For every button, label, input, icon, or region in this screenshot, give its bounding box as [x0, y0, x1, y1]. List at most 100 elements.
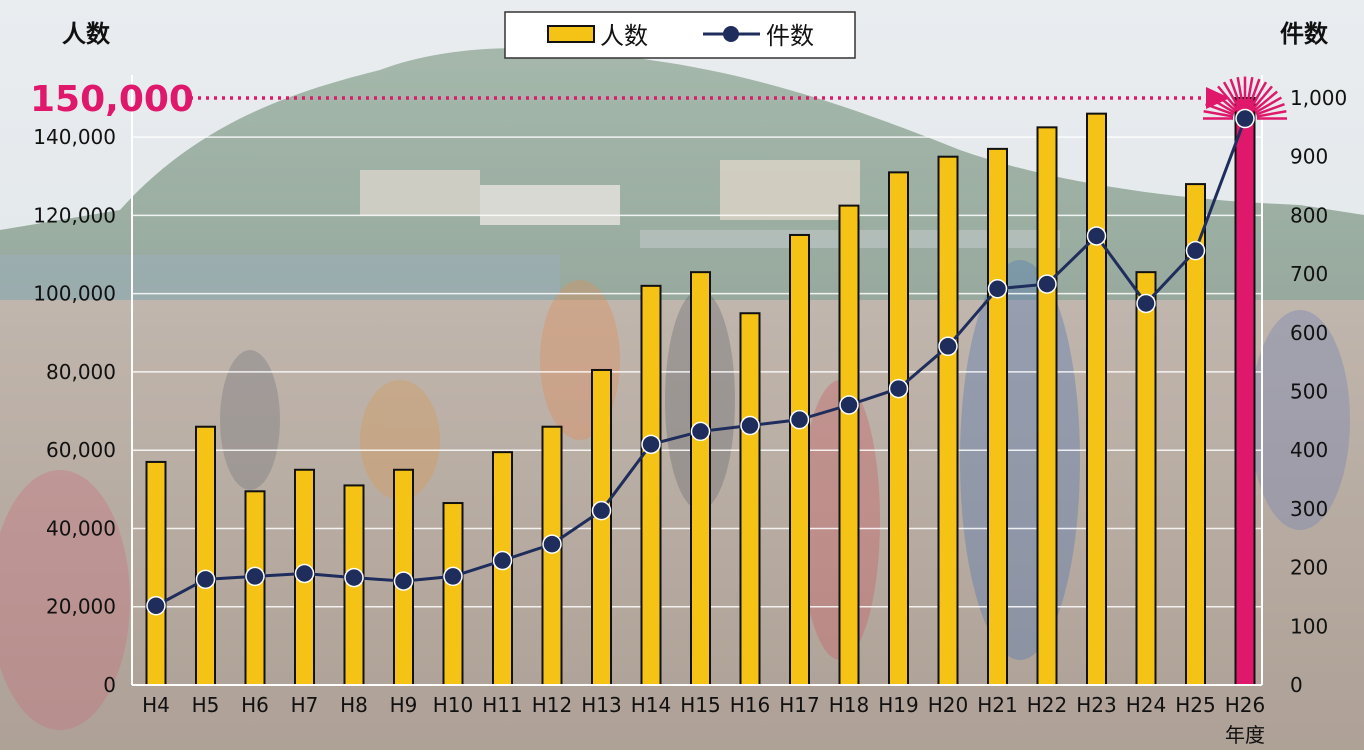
- left-tick-label: 100,000: [33, 282, 116, 306]
- bar: [937, 155, 959, 686]
- annotation: 150,000: [30, 76, 1287, 120]
- right-tick-label: 300: [1290, 497, 1328, 521]
- line-point: [789, 409, 810, 430]
- right-tick-label: 400: [1290, 438, 1328, 462]
- highlight-ray: [1236, 76, 1245, 107]
- line-point: [1235, 108, 1255, 129]
- highlight-ray: [1222, 81, 1241, 109]
- line-point: [443, 566, 463, 587]
- line-point: [245, 566, 265, 587]
- bar: [987, 147, 1008, 686]
- left-tick-label: 60,000: [46, 438, 116, 462]
- legend-line-marker: [723, 26, 739, 42]
- x-tick-label: H13: [581, 693, 622, 717]
- x-tick-label: H21: [977, 693, 1018, 717]
- x-tick-label: H9: [390, 693, 418, 717]
- x-tick-label: H23: [1076, 693, 1117, 717]
- annotation-arrowhead: [1206, 87, 1230, 109]
- line-point: [987, 279, 1008, 299]
- bar: [1234, 97, 1256, 686]
- left-tick-label: 40,000: [46, 516, 116, 540]
- right-tick-label: 600: [1290, 321, 1328, 345]
- legend-line-label: 件数: [766, 22, 814, 50]
- line-point: [938, 336, 958, 357]
- bar: [244, 490, 266, 687]
- right-tick-label: 0: [1290, 673, 1303, 697]
- line-point: [146, 596, 166, 616]
- right-tick-label: 200: [1290, 556, 1328, 580]
- right-axis-title: 件数: [1280, 20, 1329, 48]
- left-tick-label: 20,000: [46, 595, 116, 619]
- bar: [1086, 112, 1107, 687]
- line-point: [641, 434, 661, 455]
- x-tick-label: H10: [433, 693, 474, 717]
- x-tick-label: H25: [1175, 693, 1216, 717]
- highlight-ray: [1251, 85, 1273, 111]
- bar: [1036, 126, 1058, 687]
- line-point: [195, 569, 216, 590]
- highlight-ray: [1256, 110, 1287, 118]
- bar-series: [145, 97, 1256, 687]
- right-tick-label: 1,000: [1290, 86, 1347, 110]
- x-tick-label: H19: [878, 693, 919, 717]
- line-point: [690, 421, 711, 442]
- x-tick-label: H26: [1225, 693, 1266, 717]
- line-point: [1037, 274, 1057, 294]
- right-tick-label: 800: [1290, 203, 1328, 227]
- x-tick-label: H20: [928, 693, 969, 717]
- bar: [442, 502, 464, 686]
- x-tick-label: H8: [340, 693, 368, 717]
- highlight-ray: [1253, 90, 1278, 112]
- line-point: [839, 395, 859, 415]
- left-axis-title: 人数: [62, 20, 111, 48]
- highlight-ray: [1255, 103, 1285, 116]
- x-tick-label: H6: [241, 693, 269, 717]
- bar: [541, 425, 563, 686]
- x-tick-label: H12: [532, 693, 573, 717]
- x-tick-label: H14: [631, 693, 672, 717]
- line-point: [1185, 240, 1206, 261]
- line-point: [740, 415, 760, 436]
- x-tick-label: H18: [829, 693, 870, 717]
- bar: [195, 425, 216, 686]
- bar: [591, 368, 612, 686]
- bar: [789, 233, 810, 686]
- bar: [145, 460, 167, 686]
- line-point: [492, 550, 513, 571]
- x-tick-label: H4: [142, 693, 170, 717]
- x-tick-label: H5: [192, 693, 220, 717]
- bar: [640, 284, 662, 686]
- annotation-label: 150,000: [30, 79, 194, 120]
- x-tick-label: H17: [779, 693, 820, 717]
- highlight-ray: [1245, 76, 1254, 107]
- x-tick-label: H16: [730, 693, 771, 717]
- x-tick-label: H22: [1027, 693, 1068, 717]
- left-tick-label: 0: [103, 673, 116, 697]
- x-tick-label: H7: [291, 693, 319, 717]
- right-tick-label: 900: [1290, 145, 1328, 169]
- bar: [888, 171, 909, 686]
- highlight-ray: [1203, 110, 1234, 118]
- left-tick-label: 140,000: [33, 125, 116, 149]
- line-point: [393, 571, 414, 591]
- x-tick-label: H11: [482, 693, 523, 717]
- legend-bar-swatch: [547, 25, 595, 43]
- line-point: [591, 500, 612, 521]
- bar: [739, 312, 761, 686]
- bar: [838, 204, 860, 686]
- line-point: [1136, 293, 1156, 314]
- legend-bar-label: 人数: [600, 22, 648, 50]
- axes: 0 20,000 40,000 60,000 80,000 100,000 120,000 1…: [33, 20, 1347, 747]
- highlight-ray: [1249, 81, 1268, 109]
- line-point: [888, 378, 909, 399]
- legend: 人数 件数: [504, 11, 856, 59]
- x-axis-title: 年度: [1225, 723, 1265, 747]
- bar: [690, 271, 711, 686]
- line-series: [146, 108, 1255, 616]
- right-tick-label: 700: [1290, 262, 1328, 286]
- left-tick-label: 80,000: [46, 360, 116, 384]
- highlight-ray: [1254, 96, 1282, 114]
- right-tick-label: 500: [1290, 380, 1328, 404]
